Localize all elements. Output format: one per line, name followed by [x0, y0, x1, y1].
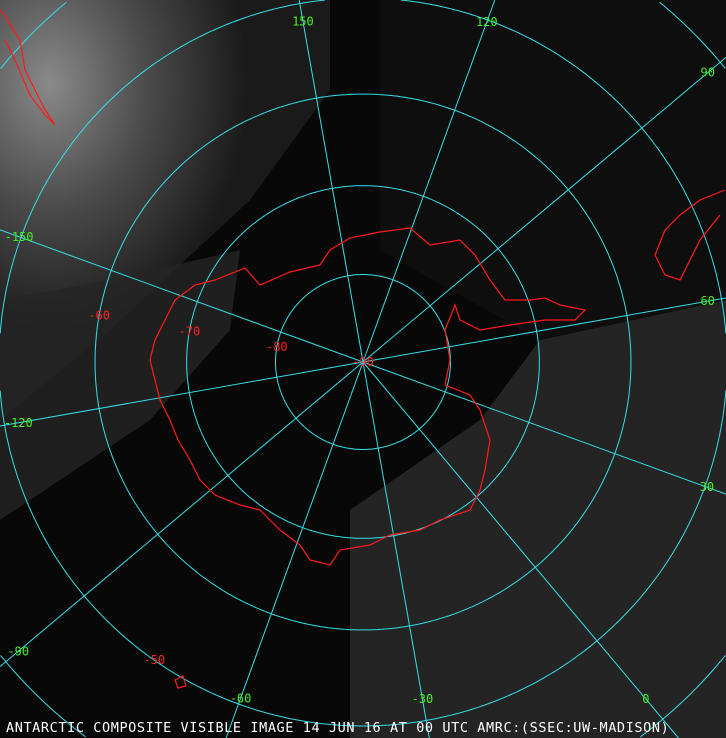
meridian-line: [362, 297, 726, 363]
meridian-line: [0, 361, 364, 667]
meridian-line: [362, 0, 496, 363]
latitude-circle: [186, 185, 540, 539]
longitude-label: 60: [700, 294, 714, 308]
latitude-label: -60: [88, 308, 110, 322]
longitude-label: -150: [5, 230, 34, 244]
longitude-label: -30: [412, 692, 434, 706]
meridian-line: [0, 361, 364, 427]
longitude-label: -120: [4, 416, 33, 430]
night-region: [380, 0, 726, 340]
latitude-label: -70: [179, 324, 201, 338]
antarctica-coastline: [149, 227, 587, 566]
latitude-circle: [275, 274, 451, 450]
latitude-label: -50: [143, 653, 165, 667]
longitude-label: -60: [230, 691, 252, 705]
latitude-label: -90: [352, 355, 374, 369]
longitude-label: 0: [642, 692, 649, 706]
meridian-line: [362, 361, 726, 495]
grid-labels: 0 30 60 90 120 150 -150 -120 -90 -60 -30 -90 -80 -70 -…: [4, 14, 715, 706]
dim-region: [0, 250, 240, 520]
latitude-circle: [94, 93, 632, 631]
dark-gray-sector: [350, 300, 726, 738]
meridian-line: [362, 361, 430, 738]
coastline: [0, 9, 726, 689]
longitude-label: 120: [476, 15, 498, 29]
image-caption: ANTARCTIC COMPOSITE VISIBLE IMAGE 14 JUN…: [6, 720, 670, 736]
longitude-label: 30: [700, 480, 714, 494]
meridian-line: [362, 361, 679, 738]
longitude-label: -90: [7, 644, 29, 658]
south-america-coastline: [0, 9, 56, 126]
meridian-line: [0, 229, 364, 363]
meridian-line: [298, 0, 364, 363]
longitude-label: 150: [292, 14, 314, 28]
longitude-label: 90: [700, 66, 714, 80]
latitude-label: -80: [266, 340, 288, 354]
south-georgia-coastline: [654, 189, 726, 281]
meridian-line: [362, 57, 726, 363]
island-coastline: [174, 675, 187, 689]
meridian-line: [225, 361, 364, 738]
